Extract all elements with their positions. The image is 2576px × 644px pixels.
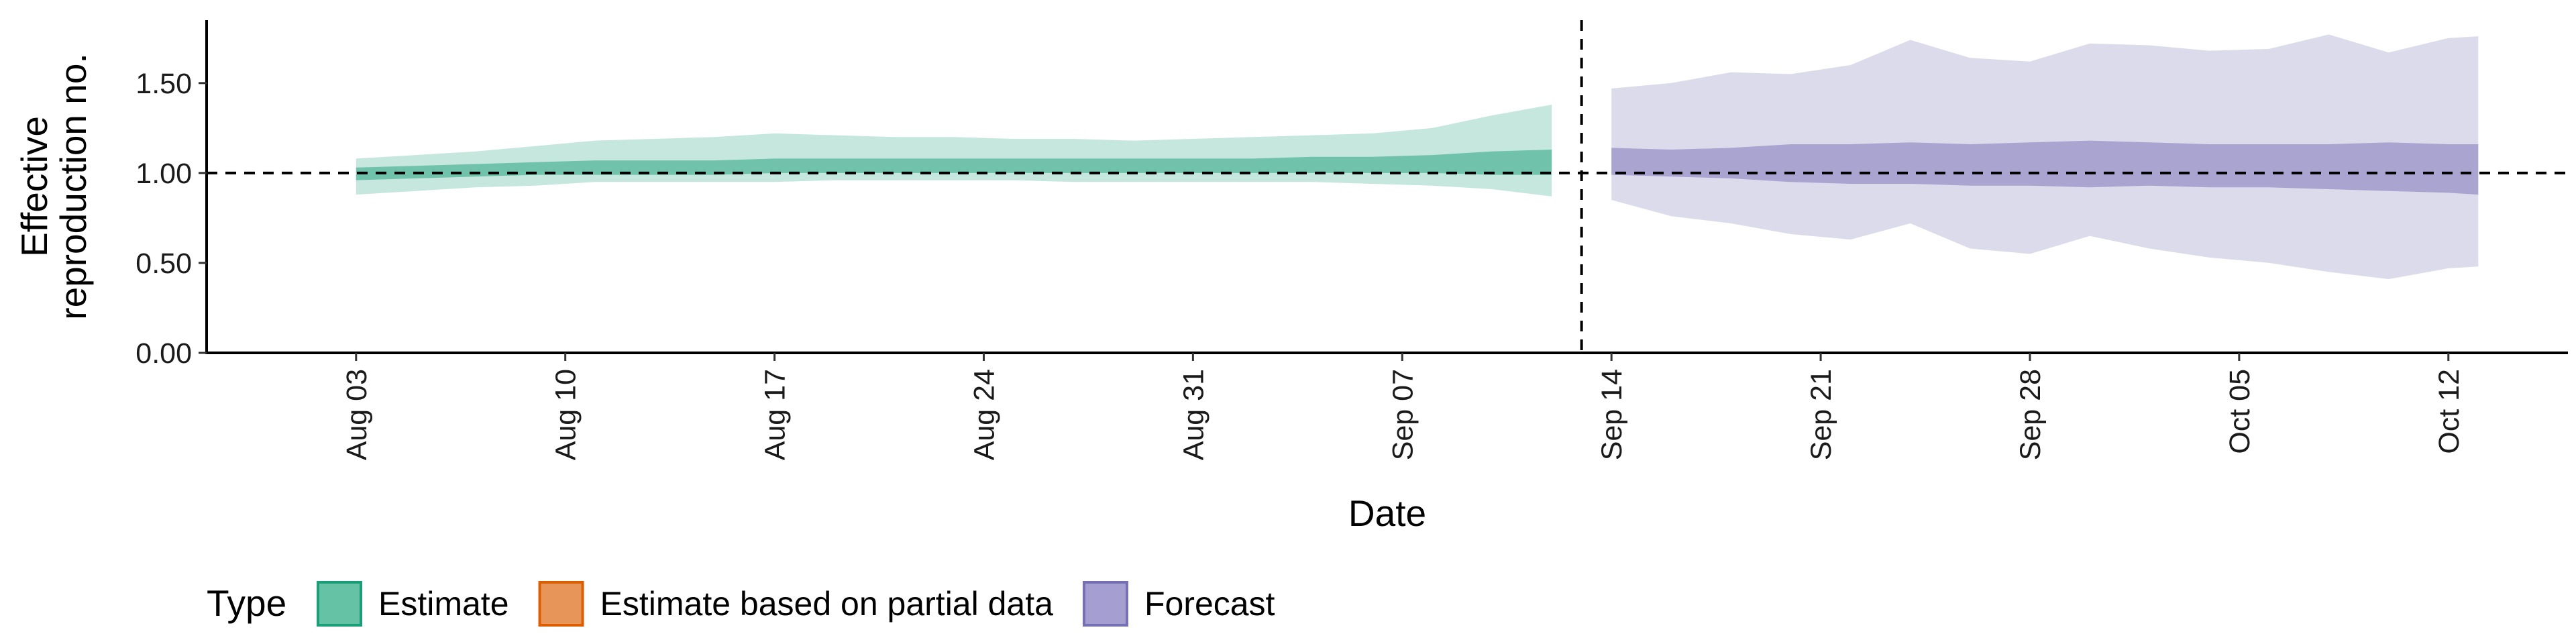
- legend: Type Estimate Estimate based on partial da…: [207, 581, 1275, 627]
- x-tick-label: Aug 31: [1177, 369, 1210, 460]
- x-tick-label: Sep 28: [2015, 369, 2047, 460]
- legend-swatch-forecast: [1082, 581, 1128, 627]
- x-tick-label: Aug 10: [550, 369, 582, 460]
- x-axis-title: Date: [1348, 492, 1426, 534]
- legend-swatch-estimate-based-on-partial-data: [538, 581, 584, 627]
- x-tick-label: Aug 03: [341, 369, 373, 460]
- axes: 0.00 0.50 1.00 1.50 Aug 03 Aug 10 Aug 17 Aug 24…: [136, 20, 2568, 460]
- x-tick-label: Aug 17: [759, 369, 792, 460]
- x-tick-label: Aug 24: [969, 369, 1001, 460]
- x-tick-label: Oct 12: [2433, 369, 2465, 454]
- legend-label-forecast: Forecast: [1144, 585, 1275, 623]
- y-tick-label: 1.00: [136, 158, 192, 190]
- x-tick-label: Oct 05: [2224, 369, 2256, 454]
- forecast-inner-band: [1611, 140, 2479, 195]
- legend-label-estimate: Estimate: [378, 585, 509, 623]
- legend-swatch-estimate: [317, 581, 362, 627]
- legend-label-estimate-based-on-partial-data: Estimate based on partial data: [600, 585, 1054, 623]
- estimate-inner-band: [356, 150, 1552, 180]
- y-tick-label: 1.50: [136, 68, 192, 100]
- y-axis-title-line: reproduction no.: [52, 53, 94, 320]
- legend-title: Type: [207, 582, 286, 624]
- x-tick-label: Sep 14: [1596, 369, 1628, 460]
- estimate-outer-band: [356, 105, 1552, 197]
- band-layer: [356, 34, 2479, 280]
- y-tick-label: 0.50: [136, 248, 192, 280]
- y-axis-title-line: Effective: [13, 116, 55, 257]
- x-tick-label: Sep 07: [1387, 369, 1419, 460]
- y-tick-label: 0.00: [136, 337, 192, 370]
- x-tick-label: Sep 21: [1805, 369, 1837, 460]
